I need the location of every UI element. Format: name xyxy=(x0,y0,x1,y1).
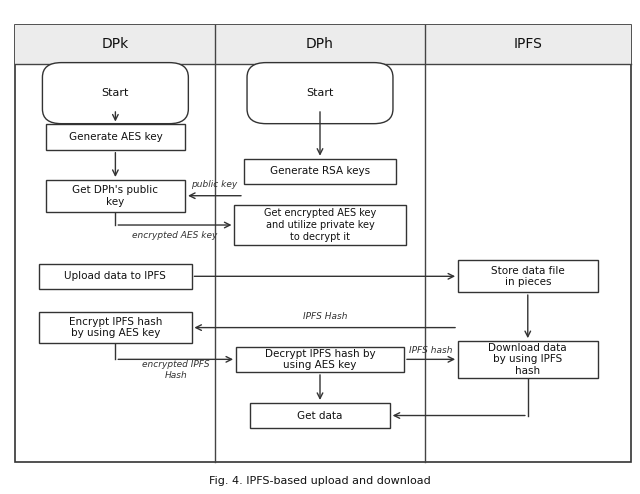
Text: Encrypt IPFS hash
by using AES key: Encrypt IPFS hash by using AES key xyxy=(68,317,162,338)
Bar xyxy=(458,260,598,292)
Bar xyxy=(45,180,185,211)
Text: Download data
by using IPFS
hash: Download data by using IPFS hash xyxy=(488,343,567,376)
Bar xyxy=(45,124,185,150)
Text: Get DPh's public
key: Get DPh's public key xyxy=(72,185,158,206)
Text: IPFS Hash: IPFS Hash xyxy=(303,312,347,322)
Text: DPh: DPh xyxy=(306,37,334,51)
Text: Generate RSA keys: Generate RSA keys xyxy=(270,166,370,176)
Bar xyxy=(458,341,598,377)
Text: Upload data to IPFS: Upload data to IPFS xyxy=(65,271,166,281)
Bar xyxy=(39,312,191,343)
Bar xyxy=(15,25,631,462)
Text: DPk: DPk xyxy=(102,37,129,51)
Bar xyxy=(39,264,191,289)
FancyBboxPatch shape xyxy=(42,63,188,124)
Text: Fig. 4. IPFS-based upload and download: Fig. 4. IPFS-based upload and download xyxy=(209,476,431,486)
Bar xyxy=(234,206,406,245)
Text: Start: Start xyxy=(102,88,129,98)
Text: Generate AES key: Generate AES key xyxy=(68,132,163,142)
Text: encrypted AES key: encrypted AES key xyxy=(132,231,218,240)
Text: Store data file
in pieces: Store data file in pieces xyxy=(491,265,564,287)
Text: encrypted IPFS
Hash: encrypted IPFS Hash xyxy=(142,361,209,380)
Text: Decrypt IPFS hash by
using AES key: Decrypt IPFS hash by using AES key xyxy=(265,349,375,370)
Text: Start: Start xyxy=(307,88,333,98)
Text: public key: public key xyxy=(191,180,237,190)
Text: IPFS hash: IPFS hash xyxy=(409,346,452,355)
Text: IPFS: IPFS xyxy=(513,37,542,51)
Text: Get encrypted AES key
and utilize private key
to decrypt it: Get encrypted AES key and utilize privat… xyxy=(264,208,376,242)
Text: Get data: Get data xyxy=(298,411,342,420)
Bar xyxy=(15,25,631,64)
Bar xyxy=(244,159,396,184)
Bar xyxy=(236,347,404,372)
Bar xyxy=(250,403,390,428)
FancyBboxPatch shape xyxy=(247,63,393,124)
